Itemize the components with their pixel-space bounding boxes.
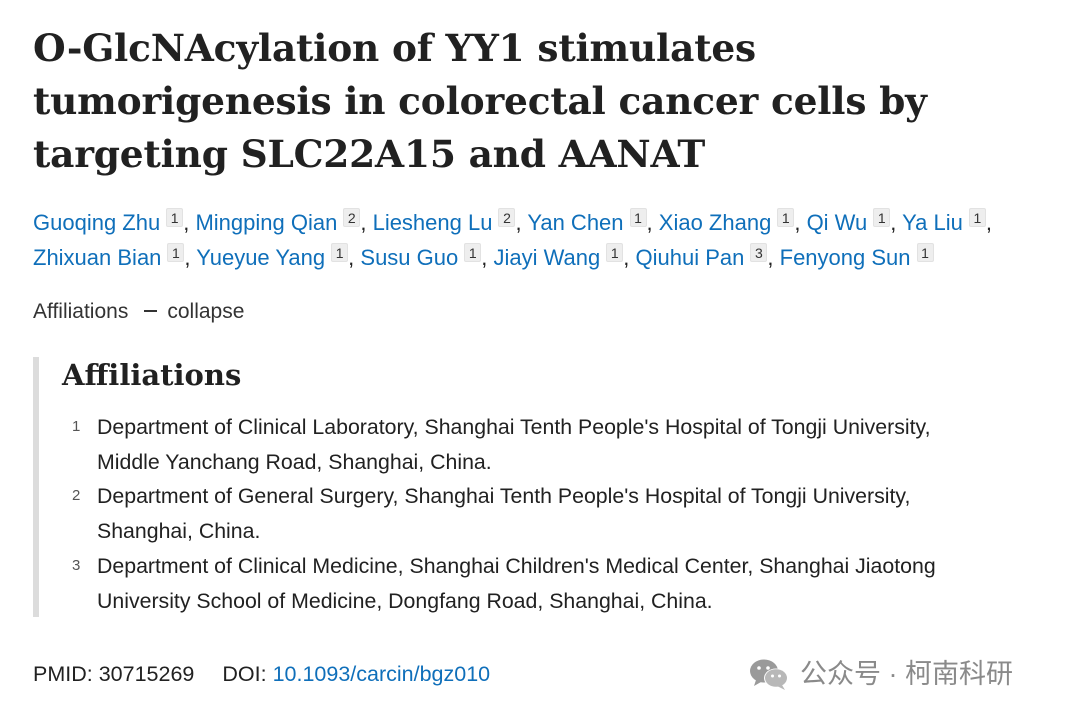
affiliation-ref-button[interactable]: 1	[464, 243, 482, 262]
author-item: Qiuhui Pan 3,	[635, 243, 774, 270]
affiliation-ref-button[interactable]: 1	[331, 243, 349, 262]
author-separator: ,	[360, 210, 367, 235]
author-separator: ,	[348, 245, 355, 270]
author-separator: ,	[767, 245, 774, 270]
author-link[interactable]: Guoqing Zhu	[33, 210, 161, 235]
affiliation-item: 3 Department of Clinical Medicine, Shang…	[39, 549, 1029, 618]
author-item: Guoqing Zhu 1,	[33, 208, 190, 235]
author-separator: ,	[623, 245, 630, 270]
author-item: Yan Chen 1,	[527, 208, 653, 235]
watermark-text: 公众号 · 柯南科研	[800, 659, 1013, 689]
author-item: Liesheng Lu 2,	[372, 208, 522, 235]
doi-label: DOI:	[222, 662, 267, 686]
pmid-value: 30715269	[98, 662, 195, 686]
doi-link[interactable]: 10.1093/carcin/bgz010	[272, 662, 491, 686]
affiliation-line: Department of Clinical Laboratory, Shang…	[97, 415, 931, 439]
affiliation-line: University School of Medicine, Dongfang …	[97, 588, 713, 613]
affiliation-ref-button[interactable]: 1	[167, 243, 185, 262]
affiliation-ref-button[interactable]: 1	[606, 243, 624, 262]
affiliation-line: Department of Clinical Medicine, Shangha…	[97, 553, 936, 578]
affiliation-item: 1 Department of Clinical Laboratory, Sha…	[39, 410, 1029, 479]
affiliation-ref-button[interactable]: 1	[968, 208, 986, 227]
author-item: Xiao Zhang 1,	[658, 208, 801, 235]
affiliations-panel: Affiliations 1 Department of Clinical La…	[33, 357, 1033, 617]
affiliation-line: Department of General Surgery, Shanghai …	[97, 484, 911, 509]
article-title: O-GlcNAcylation of YY1 stimulates tumori…	[33, 26, 927, 176]
author-link[interactable]: Yan Chen	[527, 210, 624, 235]
author-item: Ya Liu 1,	[902, 208, 992, 235]
affiliation-ref-button[interactable]: 1	[166, 208, 184, 227]
author-link[interactable]: Yueyue Yang	[196, 245, 326, 270]
affiliation-ref-button[interactable]: 1	[777, 208, 795, 227]
author-link[interactable]: Susu Guo	[360, 245, 459, 270]
author-link[interactable]: Qiuhui Pan	[635, 245, 745, 270]
affiliation-ref-button[interactable]: 1	[629, 208, 647, 227]
affiliation-ref-button[interactable]: 3	[750, 243, 768, 262]
minus-icon	[144, 310, 158, 312]
affiliations-toggle: Affiliations collapse	[33, 297, 244, 327]
author-item: Qi Wu 1,	[806, 208, 897, 235]
author-link[interactable]: Liesheng Lu	[372, 210, 493, 235]
author-list: Guoqing Zhu 1, Mingping Qian 2, Liesheng L…	[33, 205, 1053, 275]
author-separator: ,	[183, 210, 190, 235]
author-item: Mingping Qian 2,	[195, 208, 367, 235]
affiliation-line: Shanghai, China.	[97, 519, 261, 544]
author-separator: ,	[794, 210, 801, 235]
affiliation-number: 3	[72, 556, 81, 574]
affiliation-ref-button[interactable]: 1	[916, 243, 934, 262]
author-item: Zhixuan Bian 1,	[33, 243, 191, 270]
affiliation-number: 2	[72, 487, 81, 505]
author-separator: ,	[481, 245, 488, 270]
author-link[interactable]: Zhixuan Bian	[33, 245, 162, 270]
author-link[interactable]: Xiao Zhang	[658, 210, 772, 235]
author-item: Susu Guo 1,	[360, 243, 488, 270]
author-separator: ,	[184, 245, 191, 270]
author-link[interactable]: Fenyong Sun	[779, 245, 911, 270]
affiliation-item: 2 Department of General Surgery, Shangha…	[39, 479, 1029, 548]
affiliation-line: Middle Yanchang Road, Shanghai, China.	[97, 449, 492, 474]
affiliation-ref-button[interactable]: 2	[343, 208, 361, 227]
author-link[interactable]: Ya Liu	[902, 210, 963, 235]
author-separator: ,	[646, 210, 653, 235]
author-item: Yueyue Yang 1,	[196, 243, 355, 270]
affiliation-ref-button[interactable]: 1	[873, 208, 891, 227]
affiliation-number: 1	[72, 418, 81, 435]
collapse-button[interactable]: collapse	[167, 300, 245, 323]
wechat-icon	[750, 659, 788, 690]
pmid-label: PMID:	[33, 662, 93, 686]
author-item: Fenyong Sun 1	[779, 243, 934, 270]
author-separator: ,	[515, 210, 522, 235]
author-link[interactable]: Mingping Qian	[195, 210, 338, 235]
affiliations-heading: Affiliations	[62, 358, 242, 392]
author-link[interactable]: Qi Wu	[806, 210, 868, 235]
affiliation-ref-button[interactable]: 2	[498, 208, 516, 227]
article-identifiers: PMID: 30715269 DOI: 10.1093/carcin/bgz01…	[33, 658, 490, 690]
author-separator: ,	[985, 210, 992, 235]
affiliations-toggle-label: Affiliations	[33, 300, 129, 323]
author-link[interactable]: Jiayi Wang	[493, 245, 601, 270]
author-item: Jiayi Wang 1,	[493, 243, 630, 270]
watermark: 公众号 · 柯南科研	[748, 654, 1013, 694]
author-separator: ,	[890, 210, 897, 235]
affiliations-list: 1 Department of Clinical Laboratory, Sha…	[39, 410, 1029, 618]
